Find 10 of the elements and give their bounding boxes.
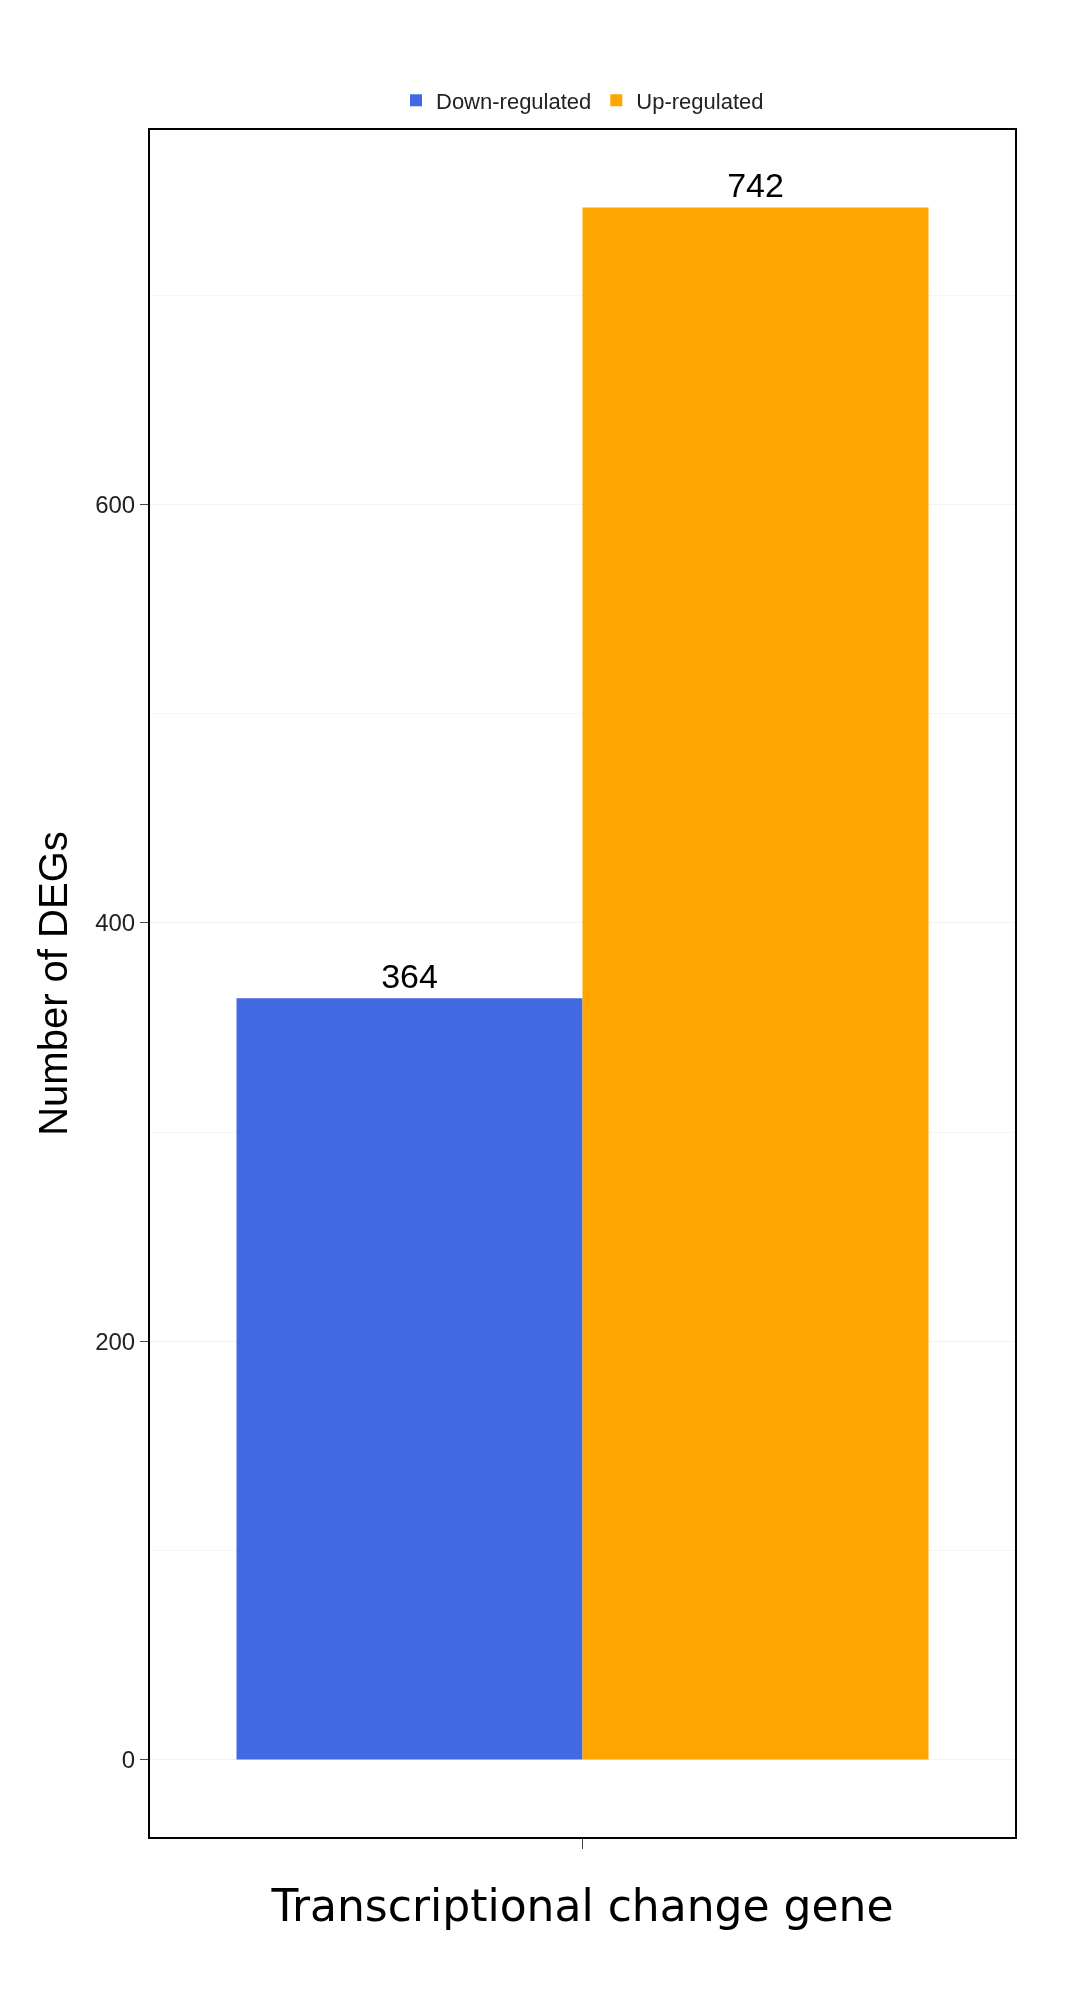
x-axis-title: Transcriptional change gene [270,1880,894,1932]
y-tick-label: 600 [95,490,136,518]
y-axis-title: Number of DEGs [31,831,76,1136]
y-tick-label: 200 [95,1327,136,1355]
data-label: 742 [727,166,784,205]
legend-label: Up-regulated [636,88,764,114]
y-tick-label: 0 [121,1746,136,1773]
legend-label: Down-regulated [436,88,592,114]
data-label: 364 [381,957,438,996]
y-tick-label: 400 [95,909,136,937]
